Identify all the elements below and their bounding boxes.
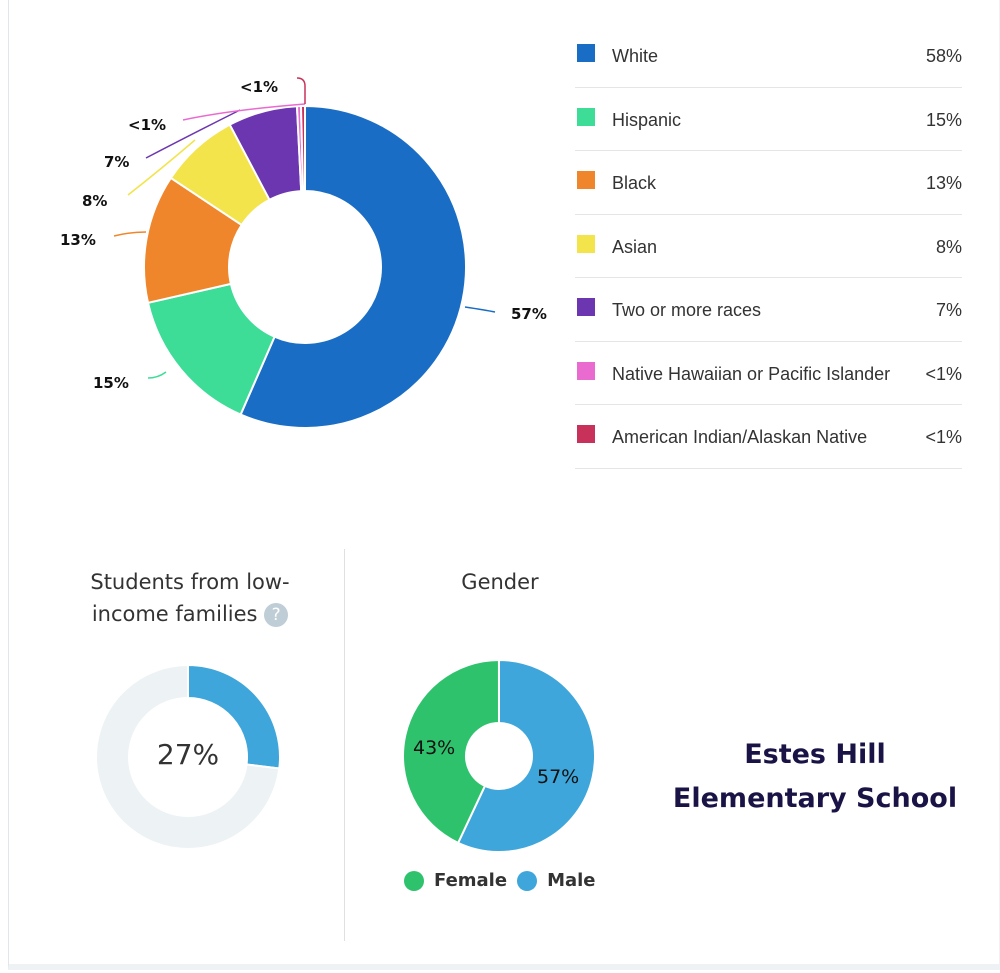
connector-black bbox=[113, 231, 147, 237]
legend-swatch bbox=[577, 361, 595, 380]
legend-swatch bbox=[577, 298, 595, 316]
legend-item-native-hawaiian-or-pacific-islander[interactable]: Native Hawaiian or Pacific Islander <1% bbox=[575, 342, 962, 405]
gender-title: Gender bbox=[461, 570, 539, 594]
legend-label: American Indian/Alaskan Native bbox=[612, 427, 868, 447]
female-legend-label[interactable]: Female bbox=[434, 870, 508, 891]
legend-item-black[interactable]: Black 13% bbox=[575, 151, 962, 215]
gender-legend: Female Male bbox=[404, 870, 596, 891]
legend-item-two-or-more-races[interactable]: Two or more races 7% bbox=[575, 278, 962, 342]
race-legend: White 58% Hispanic 15% Black 13% Asian 8% Two or… bbox=[575, 24, 962, 469]
legend-value: 58% bbox=[925, 46, 962, 66]
legend-label: White bbox=[612, 46, 659, 66]
slice-label-black: 13% bbox=[60, 231, 96, 249]
slice-label-white: 57% bbox=[511, 305, 547, 323]
legend-value: <1% bbox=[925, 427, 962, 447]
low-income-title: Students from low-income families ? bbox=[90, 570, 290, 627]
slice-label-hispanic: 15% bbox=[93, 374, 129, 392]
connector-two-or-more-races bbox=[145, 109, 241, 159]
slice-american-indian-alaskan-native[interactable] bbox=[299, 104, 306, 193]
legend-swatch bbox=[577, 107, 595, 126]
male-legend-dot bbox=[517, 870, 538, 891]
legend-value: <1% bbox=[925, 363, 962, 384]
legend-value: 8% bbox=[935, 236, 962, 257]
male-slice[interactable] bbox=[456, 658, 596, 853]
male-legend-label[interactable]: Male bbox=[547, 870, 596, 891]
slice-label-native-hawaiian-or-pacific-islander: <1% bbox=[128, 116, 166, 134]
legend-item-hispanic[interactable]: Hispanic 15% bbox=[575, 88, 962, 151]
slice-label-two-or-more-races: 7% bbox=[104, 153, 129, 171]
legend-swatch bbox=[577, 44, 595, 62]
legend-label: Hispanic bbox=[612, 109, 682, 130]
slice-label-asian: 8% bbox=[82, 192, 107, 210]
legend-value: 13% bbox=[925, 173, 962, 193]
legend-swatch bbox=[577, 234, 595, 253]
female-slice[interactable] bbox=[402, 658, 500, 845]
divider bbox=[344, 549, 345, 941]
legend-item-american-indian-alaskan-native[interactable]: American Indian/Alaskan Native <1% bbox=[575, 405, 962, 469]
legend-value: 15% bbox=[925, 109, 962, 130]
legend-swatch bbox=[577, 171, 595, 189]
connector-asian bbox=[127, 139, 196, 196]
connector-white bbox=[464, 306, 496, 313]
legend-value: 7% bbox=[935, 300, 962, 320]
low-income-center-label: 27% bbox=[156, 738, 220, 771]
female-slice-label: 43% bbox=[413, 737, 456, 759]
legend-label: Native Hawaiian or Pacific Islander bbox=[612, 363, 891, 384]
legend-swatch bbox=[577, 425, 595, 443]
connector-hispanic bbox=[147, 371, 167, 379]
slice-label-american-indian-alaskan-native: <1% bbox=[240, 78, 278, 96]
slice-hispanic[interactable] bbox=[146, 282, 276, 416]
legend-item-white[interactable]: White 58% bbox=[575, 24, 962, 88]
legend-label: Black bbox=[612, 173, 657, 193]
not-low-income-slice[interactable] bbox=[95, 663, 281, 850]
legend-label: Two or more races bbox=[612, 300, 762, 320]
legend-item-asian[interactable]: Asian 8% bbox=[575, 215, 962, 278]
female-legend-dot bbox=[404, 870, 424, 891]
help-icon[interactable]: ? bbox=[264, 603, 289, 627]
slice-white[interactable] bbox=[239, 104, 467, 429]
connector-native-hawaiian-or-pacific-islander bbox=[182, 103, 306, 121]
connector-american-indian-alaskan-native bbox=[296, 77, 306, 104]
school-name: Estes Hill Elementary School bbox=[672, 739, 958, 814]
male-slice-label: 57% bbox=[537, 766, 580, 788]
legend-label: Asian bbox=[612, 236, 658, 257]
